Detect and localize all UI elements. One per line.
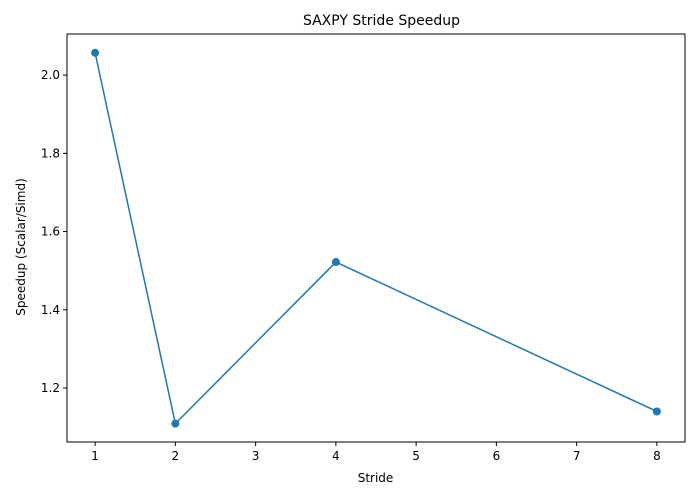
- x-tick-label: 7: [573, 449, 581, 463]
- x-tick-label: 4: [332, 449, 340, 463]
- x-axis-ticks: 1 2 3 4 5 6 7 8: [91, 442, 661, 463]
- y-tick-label: 1.4: [41, 303, 60, 317]
- data-point: [652, 407, 661, 416]
- plot-frame: [66, 33, 686, 443]
- x-tick-label: 6: [493, 449, 501, 463]
- y-tick-label: 1.8: [41, 146, 60, 160]
- y-tick-label: 2.0: [41, 68, 60, 82]
- y-tick-label: 1.2: [41, 381, 60, 395]
- y-axis-ticks: 1.2 1.4 1.6 1.8 2.0: [41, 68, 67, 395]
- x-axis-label: Stride: [358, 471, 394, 485]
- x-tick-label: 2: [172, 449, 180, 463]
- x-tick-label: 1: [91, 449, 99, 463]
- x-tick-label: 8: [653, 449, 661, 463]
- data-point: [91, 48, 100, 57]
- series-layer: [91, 48, 661, 428]
- chart-title: SAXPY Stride Speedup: [303, 13, 460, 29]
- data-point: [331, 258, 340, 267]
- series-line: [94, 52, 658, 426]
- y-tick-label: 1.6: [41, 225, 60, 239]
- x-tick-label: 3: [252, 449, 260, 463]
- x-tick-label: 5: [412, 449, 420, 463]
- y-axis-label: Speedup (Scalar/Simd): [14, 178, 28, 316]
- data-point: [171, 419, 180, 428]
